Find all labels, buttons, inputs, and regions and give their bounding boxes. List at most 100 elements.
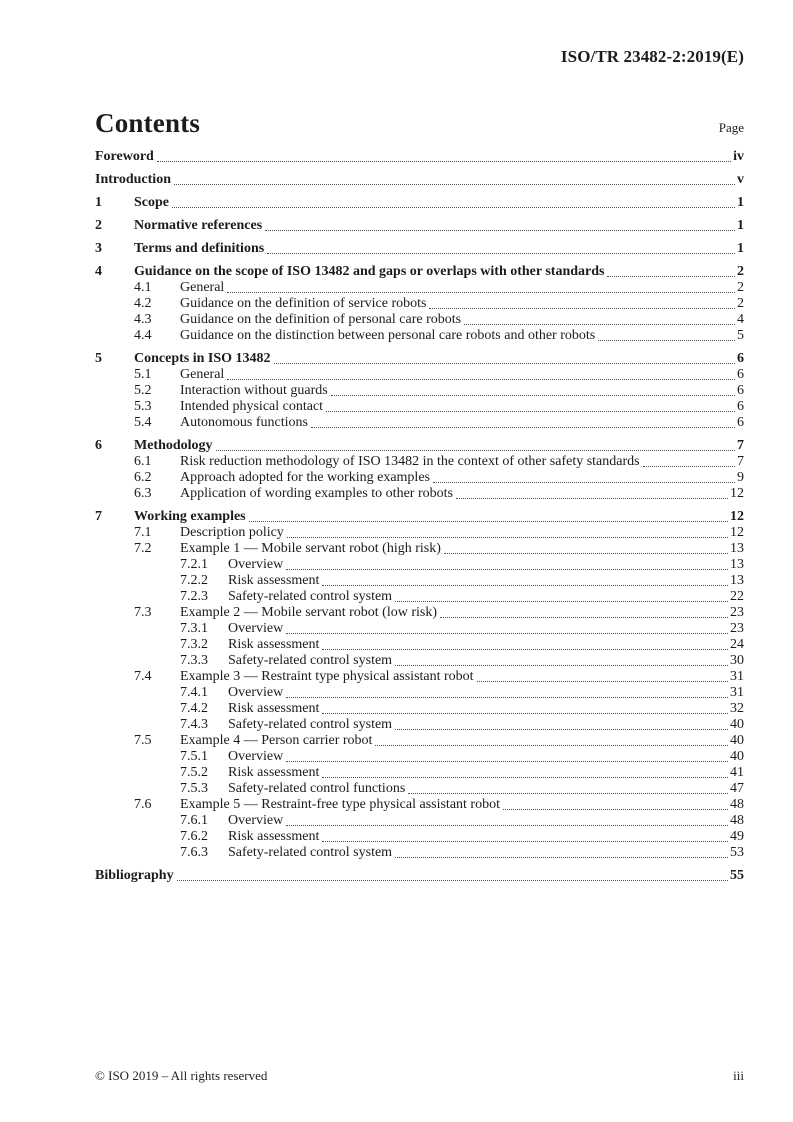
- toc-entry-title: Safety-related control functions: [228, 781, 406, 796]
- page-footer: © ISO 2019 – All rights reserved iii: [95, 1068, 744, 1084]
- dot-leader: [215, 450, 735, 451]
- toc-entry-page: 2: [737, 264, 744, 279]
- toc-entry-number: 7.4.2: [180, 701, 208, 716]
- toc-entry: 7.2.2 Risk assessment 13: [95, 573, 744, 589]
- dot-leader: [395, 729, 728, 730]
- toc-entry-title: Overview: [228, 621, 284, 636]
- toc-entry-title: Risk assessment: [228, 701, 320, 716]
- toc-entry: 6.2 Approach adopted for the working exam…: [95, 470, 744, 486]
- toc-entry: 2 Normative references 1: [95, 218, 744, 234]
- toc-entry: 4.3 Guidance on the definition of persona…: [95, 312, 744, 328]
- toc-entry: 4.1 General 2: [95, 280, 744, 296]
- toc-entry-number: 5.4: [134, 415, 152, 430]
- dot-leader: [267, 253, 735, 254]
- toc-entry-title: Risk assessment: [228, 765, 320, 780]
- toc-entry-title: Safety-related control system: [228, 589, 393, 604]
- toc-entry-page: 2: [737, 296, 744, 311]
- toc-entry: 5.4 Autonomous functions 6: [95, 415, 744, 431]
- toc-entry-page: 5: [737, 328, 744, 343]
- dot-leader: [173, 184, 735, 185]
- toc-entry-title: Application of wording examples to other…: [180, 486, 453, 501]
- dot-leader: [429, 308, 735, 309]
- toc-entry-title: Interaction without guards: [180, 383, 328, 398]
- toc-entry: 4.2 Guidance on the definition of service…: [95, 296, 744, 312]
- dot-leader: [286, 697, 728, 698]
- dot-leader: [440, 617, 728, 618]
- toc-entry: 7.6.3 Safety-related control system 53: [95, 845, 744, 861]
- dot-leader: [265, 230, 735, 231]
- toc-entry-number: 4.4: [134, 328, 152, 343]
- toc-entry-title: General: [180, 367, 225, 382]
- dot-leader: [642, 466, 735, 467]
- toc-entry-number: 7.6.1: [180, 813, 208, 828]
- dot-leader: [322, 585, 728, 586]
- dot-leader: [286, 537, 728, 538]
- toc-entry-number: 6.1: [134, 454, 152, 469]
- toc-entry-number: 7.5.1: [180, 749, 208, 764]
- toc-entry: 5.1 General 6: [95, 367, 744, 383]
- toc-entry-title: Example 5 — Restraint-free type physical…: [180, 797, 500, 812]
- toc-entry-page: 47: [730, 781, 744, 796]
- toc-entry-page: 13: [730, 573, 744, 588]
- toc-entry-page: 22: [730, 589, 744, 604]
- folio-page-number: iii: [733, 1068, 744, 1083]
- toc-entry-number: 7.5.3: [180, 781, 208, 796]
- dot-leader: [395, 857, 728, 858]
- toc-entry-title: Description policy: [180, 525, 284, 540]
- toc-entry-title: Overview: [228, 685, 284, 700]
- toc-entry-title: Normative references: [134, 218, 263, 233]
- toc-entry-number: 7.2.1: [180, 557, 208, 572]
- toc-entry-number: 7.5: [134, 733, 152, 748]
- toc-entry-number: 4.2: [134, 296, 152, 311]
- toc-entry-title: Concepts in ISO 13482: [134, 351, 271, 366]
- toc-entry-number: 7.6.3: [180, 845, 208, 860]
- toc-entry-page: 55: [730, 868, 744, 883]
- toc-entry: 7.6.2 Risk assessment 49: [95, 829, 744, 845]
- toc-entry-page: 6: [737, 351, 744, 366]
- toc-entry-page: 48: [730, 797, 744, 812]
- toc-entry-title: Overview: [228, 813, 284, 828]
- toc-entry-number: 7.3: [134, 605, 152, 620]
- toc-entry-page: 32: [730, 701, 744, 716]
- copyright-notice: © ISO 2019 – All rights reserved: [95, 1068, 268, 1083]
- toc-entry-title: Foreword: [95, 149, 154, 164]
- toc-entry: 6 Methodology 7: [95, 438, 744, 454]
- toc-entry-title: Guidance on the definition of personal c…: [180, 312, 462, 327]
- toc-entry-page: 24: [730, 637, 744, 652]
- toc-entry: 7.4.2 Risk assessment 32: [95, 701, 744, 717]
- toc-entry: 7.5.1 Overview 40: [95, 749, 744, 765]
- toc-entry: Foreword iv: [95, 149, 744, 165]
- toc-entry-title: Example 3 — Restraint type physical assi…: [180, 669, 474, 684]
- toc-entry-page: 1: [737, 241, 744, 256]
- toc-entry: 7.4.1 Overview 31: [95, 685, 744, 701]
- dot-leader: [322, 777, 728, 778]
- contents-title: Contents: [95, 108, 201, 138]
- dot-leader: [395, 665, 728, 666]
- toc-entry-title: Bibliography: [95, 868, 174, 883]
- toc-entry-title: Methodology: [134, 438, 213, 453]
- toc-entry-title: Autonomous functions: [180, 415, 308, 430]
- dot-leader: [286, 761, 728, 762]
- toc-entry-page: 48: [730, 813, 744, 828]
- toc-list: Foreword iv Introduction v 1 Scope 1 2 Normative…: [95, 149, 744, 884]
- toc-entry-number: 7.3.1: [180, 621, 208, 636]
- dot-leader: [227, 379, 735, 380]
- toc-entry-page: 40: [730, 717, 744, 732]
- toc-entry-title: Risk assessment: [228, 829, 320, 844]
- toc-entry-page: 6: [737, 415, 744, 430]
- toc-entry-number: 2: [95, 218, 102, 233]
- toc-entry-page: 13: [730, 541, 744, 556]
- dot-leader: [443, 553, 728, 554]
- toc-entry-number: 7.4: [134, 669, 152, 684]
- toc-entry-title: Scope: [134, 195, 169, 210]
- toc-entry-page: iv: [733, 149, 744, 164]
- toc-entry-title: Overview: [228, 749, 284, 764]
- toc-entry: 1 Scope 1: [95, 195, 744, 211]
- toc-entry: 6.1 Risk reduction methodology of ISO 134…: [95, 454, 744, 470]
- toc-entry: 7.5.3 Safety-related control functions 47: [95, 781, 744, 797]
- toc-entry: 7.5 Example 4 — Person carrier robot 40: [95, 733, 744, 749]
- toc-entry-number: 7.3.2: [180, 637, 208, 652]
- toc-entry-number: 7.3.3: [180, 653, 208, 668]
- toc-entry-title: Overview: [228, 557, 284, 572]
- toc-entry: 5.3 Intended physical contact 6: [95, 399, 744, 415]
